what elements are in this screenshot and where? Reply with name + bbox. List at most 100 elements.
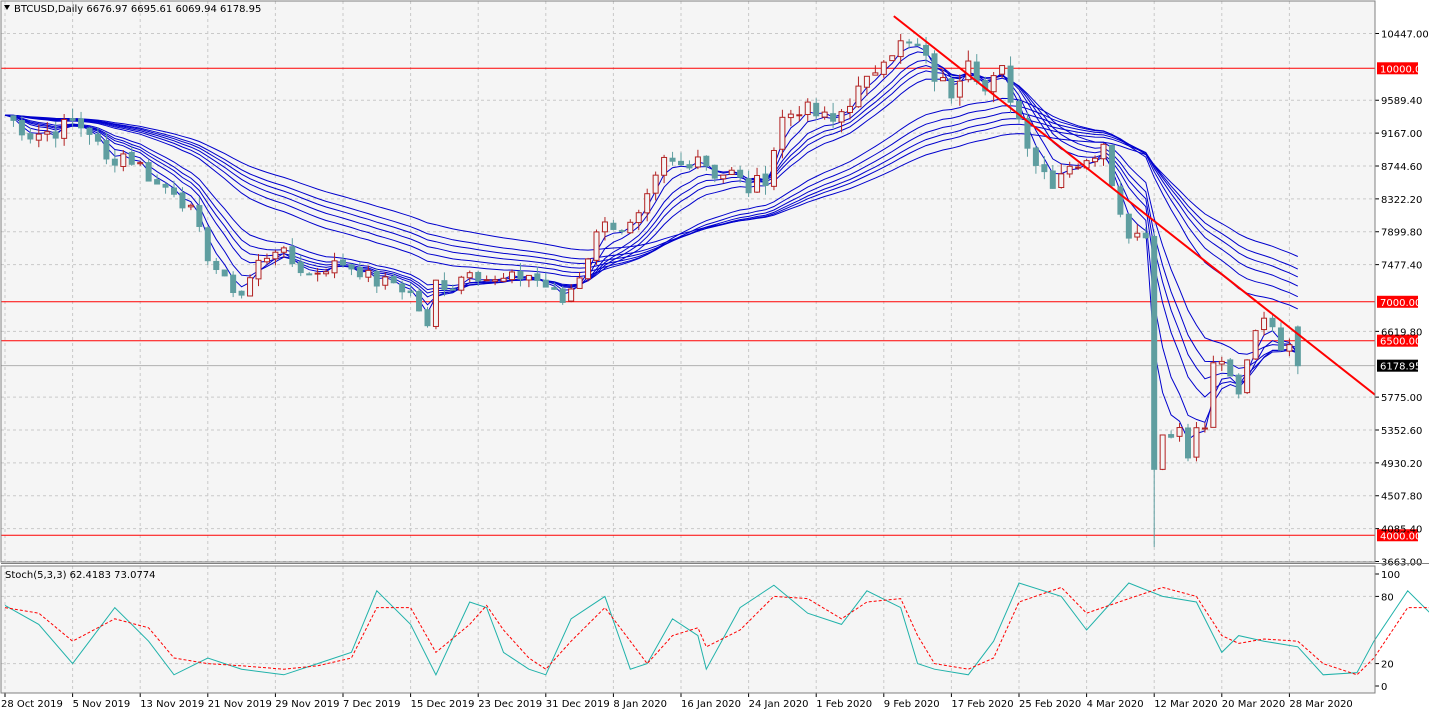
bull-candle [796,114,803,117]
current-price-label: 6178.95 [1380,362,1421,373]
bear-candle [551,287,558,290]
bear-candle [196,205,203,227]
bull-candle [720,174,727,180]
y-tick-label: 5352.60 [1381,426,1422,437]
stochastic-main-line [4,582,1429,676]
level-price-label: 10000.00 [1380,64,1428,75]
resistance-trendline[interactable] [893,15,1376,396]
level-price-label: 7000.00 [1380,298,1421,309]
bear-candle [179,192,186,209]
bull-candle [1176,427,1183,437]
bear-candle [128,151,135,165]
bear-candle [1142,232,1149,239]
x-tick-label: 16 Jan 2020 [681,699,741,710]
bear-candle [711,164,718,179]
bear-candle [230,274,237,294]
bull-candle [120,153,127,167]
y-tick-label: 7477.40 [1381,261,1422,272]
bear-candle [356,266,363,278]
bear-candle [534,273,541,281]
bull-candle [44,131,51,135]
x-tick-label: 20 Mar 2020 [1222,699,1285,710]
bull-candle [137,162,144,165]
bull-candle [1218,360,1225,365]
bear-candle [559,288,566,303]
bull-candle [35,133,42,141]
bull-candle [804,101,811,116]
bull-candle [939,77,946,82]
bear-candle [542,279,549,288]
bear-candle [145,162,152,182]
bull-candle [593,231,600,261]
bear-candle [1168,434,1175,438]
moving-average-line [4,114,1299,270]
y-tick-label: 6619.80 [1381,327,1422,338]
y-tick-label: 4085.40 [1381,525,1422,536]
x-tick-label: 17 Feb 2020 [951,699,1013,710]
bull-candle [1092,157,1099,163]
bull-candle [694,156,701,168]
bear-candle [449,288,456,291]
x-tick-label: 7 Dec 2019 [343,699,401,710]
x-tick-label: 15 Dec 2019 [411,699,475,710]
bull-candle [855,85,862,108]
chart-menu-triangle-icon[interactable] [4,5,10,10]
bull-candle [247,277,254,297]
bear-candle [678,160,684,166]
bull-candle [754,175,761,193]
x-tick-label: 28 Mar 2020 [1289,699,1352,710]
bull-candle [1252,330,1259,360]
y-tick-label: 7899.80 [1381,228,1422,239]
bear-candle [703,155,710,167]
bear-candle [399,283,406,293]
y-tick-label: 10447.00 [1381,30,1429,41]
bull-candle [863,75,870,88]
y-tick-label: 5775.00 [1381,393,1422,404]
bull-candle [838,111,845,123]
bull-candle [483,279,490,282]
bear-candle [762,173,769,187]
bull-candle [601,221,608,233]
bear-candle [238,290,245,296]
bear-candle [1108,144,1115,187]
bull-candle [323,271,330,275]
bull-candle [1201,427,1208,430]
bull-candle [1075,166,1082,169]
y-tick-label: 8322.20 [1381,195,1422,206]
bull-candle [847,105,853,113]
bear-candle [1007,65,1014,103]
bull-candle [382,276,389,286]
bear-candle [18,120,25,136]
stochastic-header: Stoch(5,3,3) 62.4183 73.0774 [5,570,156,581]
bull-candle [1066,165,1073,175]
level-price-tag [1377,529,1418,542]
price-panel[interactable] [1,1,1375,562]
x-tick-label: 8 Jan 2020 [613,699,667,710]
x-tick-label: 29 Nov 2019 [275,699,339,710]
moving-average-line [4,114,1299,257]
bull-candle [466,272,473,279]
moving-average-line [4,111,1299,287]
bear-candle [1024,117,1031,149]
bear-candle [669,157,676,162]
y-tick-label: 8744.60 [1381,162,1422,173]
x-tick-label: 5 Nov 2019 [73,699,131,710]
stoch-tick-label: 20 [1381,660,1394,671]
bear-candle [441,280,448,290]
x-tick-label: 23 Dec 2019 [478,699,542,710]
bull-candle [1159,434,1166,470]
bull-candle [1100,143,1107,160]
bull-candle [458,276,465,291]
bear-candle [1294,326,1301,367]
bear-candle [297,261,304,274]
bear-candle [1117,186,1124,215]
bear-candle [618,230,625,233]
bear-candle [830,113,837,122]
bear-candle [1277,327,1284,351]
bull-candle [889,55,896,62]
bull-candle [880,61,887,75]
bear-candle [221,269,228,277]
bull-candle [965,60,972,81]
bear-candle [1151,235,1158,470]
